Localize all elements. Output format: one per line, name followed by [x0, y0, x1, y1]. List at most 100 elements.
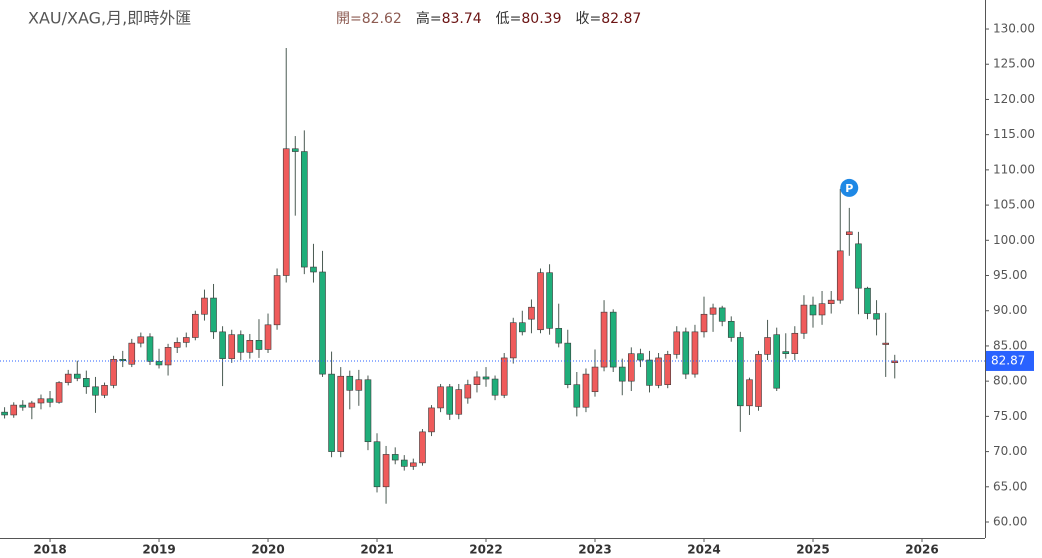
ohlc-value: 82.62	[362, 11, 402, 27]
candle-body	[119, 359, 127, 362]
x-tick-label: 2020	[251, 543, 284, 557]
candle-body	[201, 297, 208, 315]
candle-body	[400, 459, 408, 467]
candle-body	[110, 359, 117, 386]
candle-body	[827, 299, 835, 304]
candle-body	[146, 336, 154, 362]
annotation-label: P	[845, 182, 853, 195]
y-tick-label: 120.00	[993, 92, 1035, 106]
candle-body	[800, 304, 808, 334]
ohlc-value: 82.87	[601, 11, 641, 27]
ohlc-label: 低=	[496, 11, 522, 27]
candle-body	[19, 404, 27, 408]
candle-body	[437, 386, 444, 409]
candle-body	[364, 379, 372, 443]
candle-body	[628, 353, 635, 382]
ohlc-label: 收=	[575, 11, 601, 27]
candles	[1, 48, 899, 504]
candle-body	[264, 324, 272, 350]
candle-body	[101, 385, 108, 396]
ohlc-label: 開=	[336, 11, 362, 27]
candle-body	[782, 351, 790, 354]
candle-body	[428, 407, 435, 433]
candle-body	[582, 373, 590, 408]
candle-body	[700, 313, 708, 333]
annotation-marker	[840, 178, 859, 197]
candle-body	[673, 331, 681, 355]
candle-body	[64, 373, 72, 383]
candle-body	[419, 431, 426, 464]
y-tick-label: 60.00	[993, 515, 1027, 529]
x-tick-label: 2023	[578, 543, 611, 557]
candle-body	[255, 340, 263, 350]
candle-body	[446, 386, 454, 415]
candle-body	[391, 454, 399, 461]
ohlc-readout: 開= 82.62 高= 83.74 低= 80.39 收= 82.87	[336, 10, 641, 27]
y-tick-label: 75.00	[993, 409, 1027, 423]
x-tick-label: 2022	[469, 543, 502, 557]
candle-body	[337, 375, 345, 452]
candle-body	[382, 454, 390, 488]
candle-body	[128, 342, 136, 365]
candle-body	[155, 361, 163, 366]
candle-body	[55, 382, 63, 403]
candle-body	[355, 379, 363, 391]
candle-body	[836, 250, 844, 301]
candle-body	[564, 342, 572, 385]
candle-body	[682, 331, 690, 375]
candle-body	[764, 337, 771, 355]
candle-body	[473, 376, 481, 385]
candle-body	[773, 334, 781, 389]
x-tick-label: 2024	[687, 543, 720, 557]
candle-body	[455, 389, 463, 415]
candle-body	[410, 462, 417, 467]
candle-body	[646, 359, 653, 386]
x-tick-label: 2026	[905, 543, 938, 557]
candle-body	[855, 243, 862, 289]
candle-body	[546, 272, 553, 329]
candle-body	[718, 307, 726, 322]
candle-body	[746, 379, 753, 407]
candle-body	[319, 271, 326, 375]
candle-body	[873, 313, 880, 320]
candle-body	[691, 331, 699, 375]
candle-body	[509, 322, 517, 359]
candle-body	[555, 328, 563, 344]
candle-body	[791, 332, 799, 354]
candle-body	[328, 373, 335, 452]
candle-body	[637, 353, 644, 361]
candle-body	[246, 340, 254, 353]
candle-body	[528, 306, 535, 320]
candle-body	[1, 411, 8, 416]
candle-body	[737, 337, 744, 407]
candle-body	[491, 378, 499, 396]
chart-title: XAU/XAG,月,即時外匯	[28, 9, 191, 28]
y-tick-label: 70.00	[993, 444, 1027, 458]
y-tick-label: 100.00	[993, 233, 1035, 247]
candle-body	[727, 320, 735, 338]
candle-body	[600, 311, 608, 368]
candle-body	[192, 313, 199, 338]
x-tick-label: 2018	[33, 543, 66, 557]
candle-body	[346, 375, 354, 391]
y-tick-label: 95.00	[993, 268, 1027, 282]
y-tick-label: 110.00	[993, 162, 1035, 176]
candle-body	[500, 357, 508, 396]
ohlc-label: 高=	[416, 10, 442, 27]
candle-body	[482, 376, 490, 380]
candle-body	[228, 334, 236, 359]
y-tick-label: 125.00	[993, 57, 1035, 71]
candle-body	[310, 266, 317, 273]
candle-body	[709, 307, 717, 315]
y-tick-label: 115.00	[993, 127, 1035, 141]
ohlc-value: 83.74	[442, 11, 482, 27]
candle-body	[655, 357, 662, 386]
y-tick-label: 65.00	[993, 479, 1027, 493]
candle-body	[618, 366, 626, 382]
candle-body	[92, 386, 99, 396]
candle-body	[83, 378, 90, 388]
candle-body	[373, 441, 381, 488]
candle-body	[237, 334, 245, 353]
